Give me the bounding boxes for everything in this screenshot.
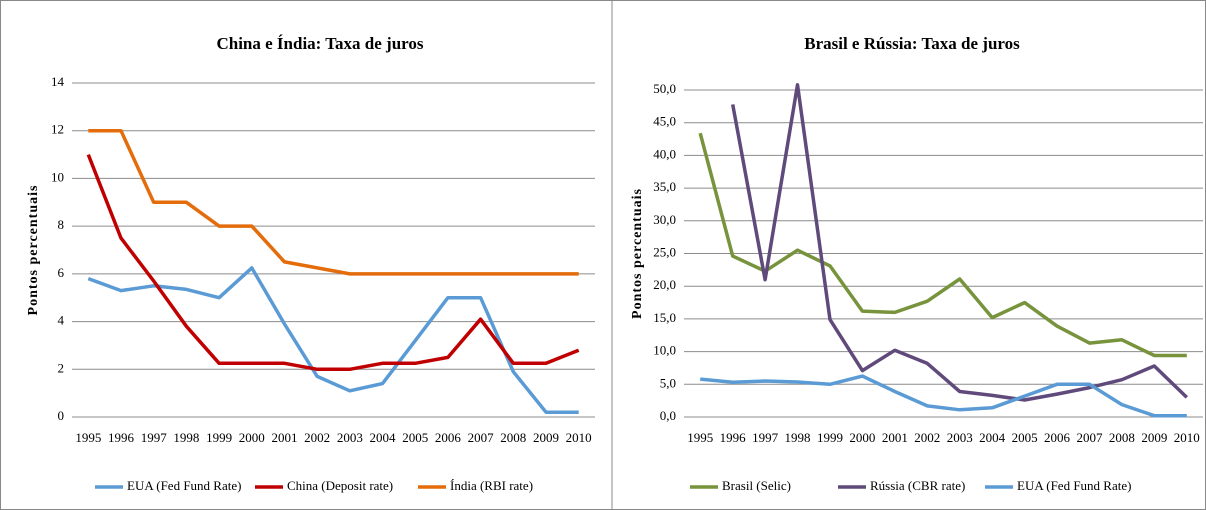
x-tick-label: 2005	[1012, 430, 1038, 445]
legend-label: Rússia (CBR rate)	[870, 478, 965, 493]
y-axis-label: Pontos percentuais	[630, 188, 645, 319]
y-tick-label: 0,0	[660, 408, 676, 423]
x-tick-label: 1997	[752, 430, 779, 445]
x-tick-label: 1999	[817, 430, 843, 445]
x-tick-label: 2003	[947, 430, 973, 445]
y-tick-label: 10	[51, 169, 64, 184]
legend-label: China (Deposit rate)	[287, 478, 393, 493]
x-tick-label: 2004	[370, 430, 397, 445]
x-tick-label: 1999	[206, 430, 232, 445]
y-tick-label: 35,0	[653, 179, 676, 194]
chart-title: Brasil e Rússia: Taxa de juros	[804, 34, 1020, 53]
x-tick-label: 1997	[141, 430, 168, 445]
x-tick-label: 2003	[337, 430, 363, 445]
x-tick-label: 1995	[75, 430, 101, 445]
series-line	[86, 153, 580, 372]
x-tick-label: 1995	[687, 430, 713, 445]
y-tick-label: 30,0	[653, 212, 676, 227]
y-tick-label: 50,0	[653, 81, 676, 96]
legend-label: EUA (Fed Fund Rate)	[1017, 478, 1131, 493]
legend-label: Brasil (Selic)	[722, 478, 791, 493]
x-tick-label: 2008	[500, 430, 526, 445]
series-line	[730, 83, 1189, 402]
y-tick-label: 15,0	[653, 310, 676, 325]
y-tick-label: 4	[58, 313, 65, 328]
y-axis-label: Pontos percentuais	[26, 185, 41, 316]
x-tick-label: 2005	[402, 430, 428, 445]
y-tick-label: 25,0	[653, 244, 676, 259]
y-tick-label: 0	[58, 408, 65, 423]
x-tick-label: 1996	[108, 430, 135, 445]
x-tick-label: 2007	[1076, 430, 1103, 445]
x-tick-label: 2006	[435, 430, 462, 445]
series-line	[87, 266, 579, 414]
y-tick-label: 8	[58, 217, 65, 232]
y-tick-label: 2	[58, 360, 65, 375]
y-tick-label: 5,0	[660, 375, 676, 390]
y-tick-label: 40,0	[653, 146, 676, 161]
legend-label: Índia (RBI rate)	[450, 478, 533, 493]
series-line	[698, 132, 1187, 358]
x-tick-label: 2000	[239, 430, 265, 445]
x-tick-label: 2010	[566, 430, 592, 445]
y-tick-label: 45,0	[653, 114, 676, 129]
y-tick-label: 12	[51, 122, 64, 137]
x-tick-label: 2002	[304, 430, 330, 445]
y-tick-label: 14	[51, 74, 65, 89]
y-tick-label: 6	[58, 265, 65, 280]
y-tick-label: 20,0	[653, 277, 676, 292]
x-tick-label: 2000	[849, 430, 875, 445]
x-tick-label: 2006	[1044, 430, 1071, 445]
x-tick-label: 1998	[785, 430, 811, 445]
x-tick-label: 2010	[1174, 430, 1200, 445]
y-tick-label: 10,0	[653, 343, 676, 358]
x-tick-label: 2001	[271, 430, 297, 445]
legend-label: EUA (Fed Fund Rate)	[127, 478, 241, 493]
x-tick-label: 2002	[914, 430, 940, 445]
x-tick-label: 1996	[720, 430, 747, 445]
chart-title: China e Índia: Taxa de juros	[216, 34, 423, 53]
x-tick-label: 2001	[882, 430, 908, 445]
series-line	[88, 128, 579, 276]
x-tick-label: 1998	[173, 430, 199, 445]
x-tick-label: 2004	[979, 430, 1006, 445]
x-tick-label: 2009	[1141, 430, 1167, 445]
x-tick-label: 2007	[468, 430, 495, 445]
x-tick-label: 2009	[533, 430, 559, 445]
series-line	[700, 374, 1187, 418]
x-tick-label: 2008	[1109, 430, 1135, 445]
